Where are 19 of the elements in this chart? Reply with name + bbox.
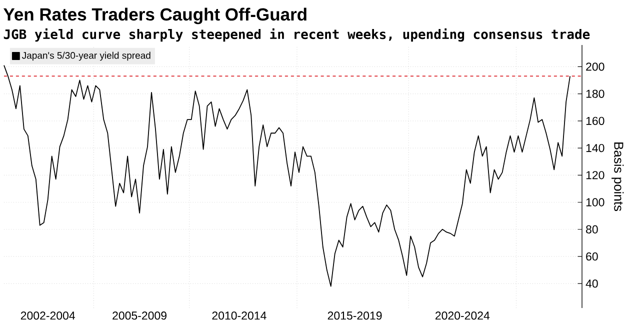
y-tick-label: 140 bbox=[586, 144, 604, 152]
y-tick-label: 40 bbox=[586, 280, 598, 288]
chart-subtitle: JGB yield curve sharply steepened in recent weeks, upending consensus trade bbox=[4, 28, 590, 42]
y-tick-label: 180 bbox=[586, 90, 604, 98]
y-axis-title: Basis points bbox=[612, 142, 624, 212]
y-tick-label: 100 bbox=[586, 198, 604, 206]
x-tick-label: 2002-2004 bbox=[20, 312, 75, 320]
x-tick-label: 2010-2014 bbox=[212, 312, 266, 320]
y-tick-label: 60 bbox=[586, 252, 598, 261]
legend-label: Japan's 5/30-year yield spread bbox=[22, 52, 150, 61]
x-tick-label: 2020-2024 bbox=[436, 312, 490, 320]
line-series bbox=[4, 64, 570, 287]
y-tick-label: 160 bbox=[586, 116, 604, 125]
x-tick-label: 2015-2019 bbox=[328, 312, 382, 320]
chart-title: Yen Rates Traders Caught Off-Guard bbox=[3, 8, 306, 24]
y-tick-label: 80 bbox=[586, 225, 598, 234]
x-tick-label: 2005-2009 bbox=[112, 312, 166, 320]
y-tick-label: 200 bbox=[586, 62, 604, 71]
y-tick-label: 120 bbox=[586, 171, 604, 180]
